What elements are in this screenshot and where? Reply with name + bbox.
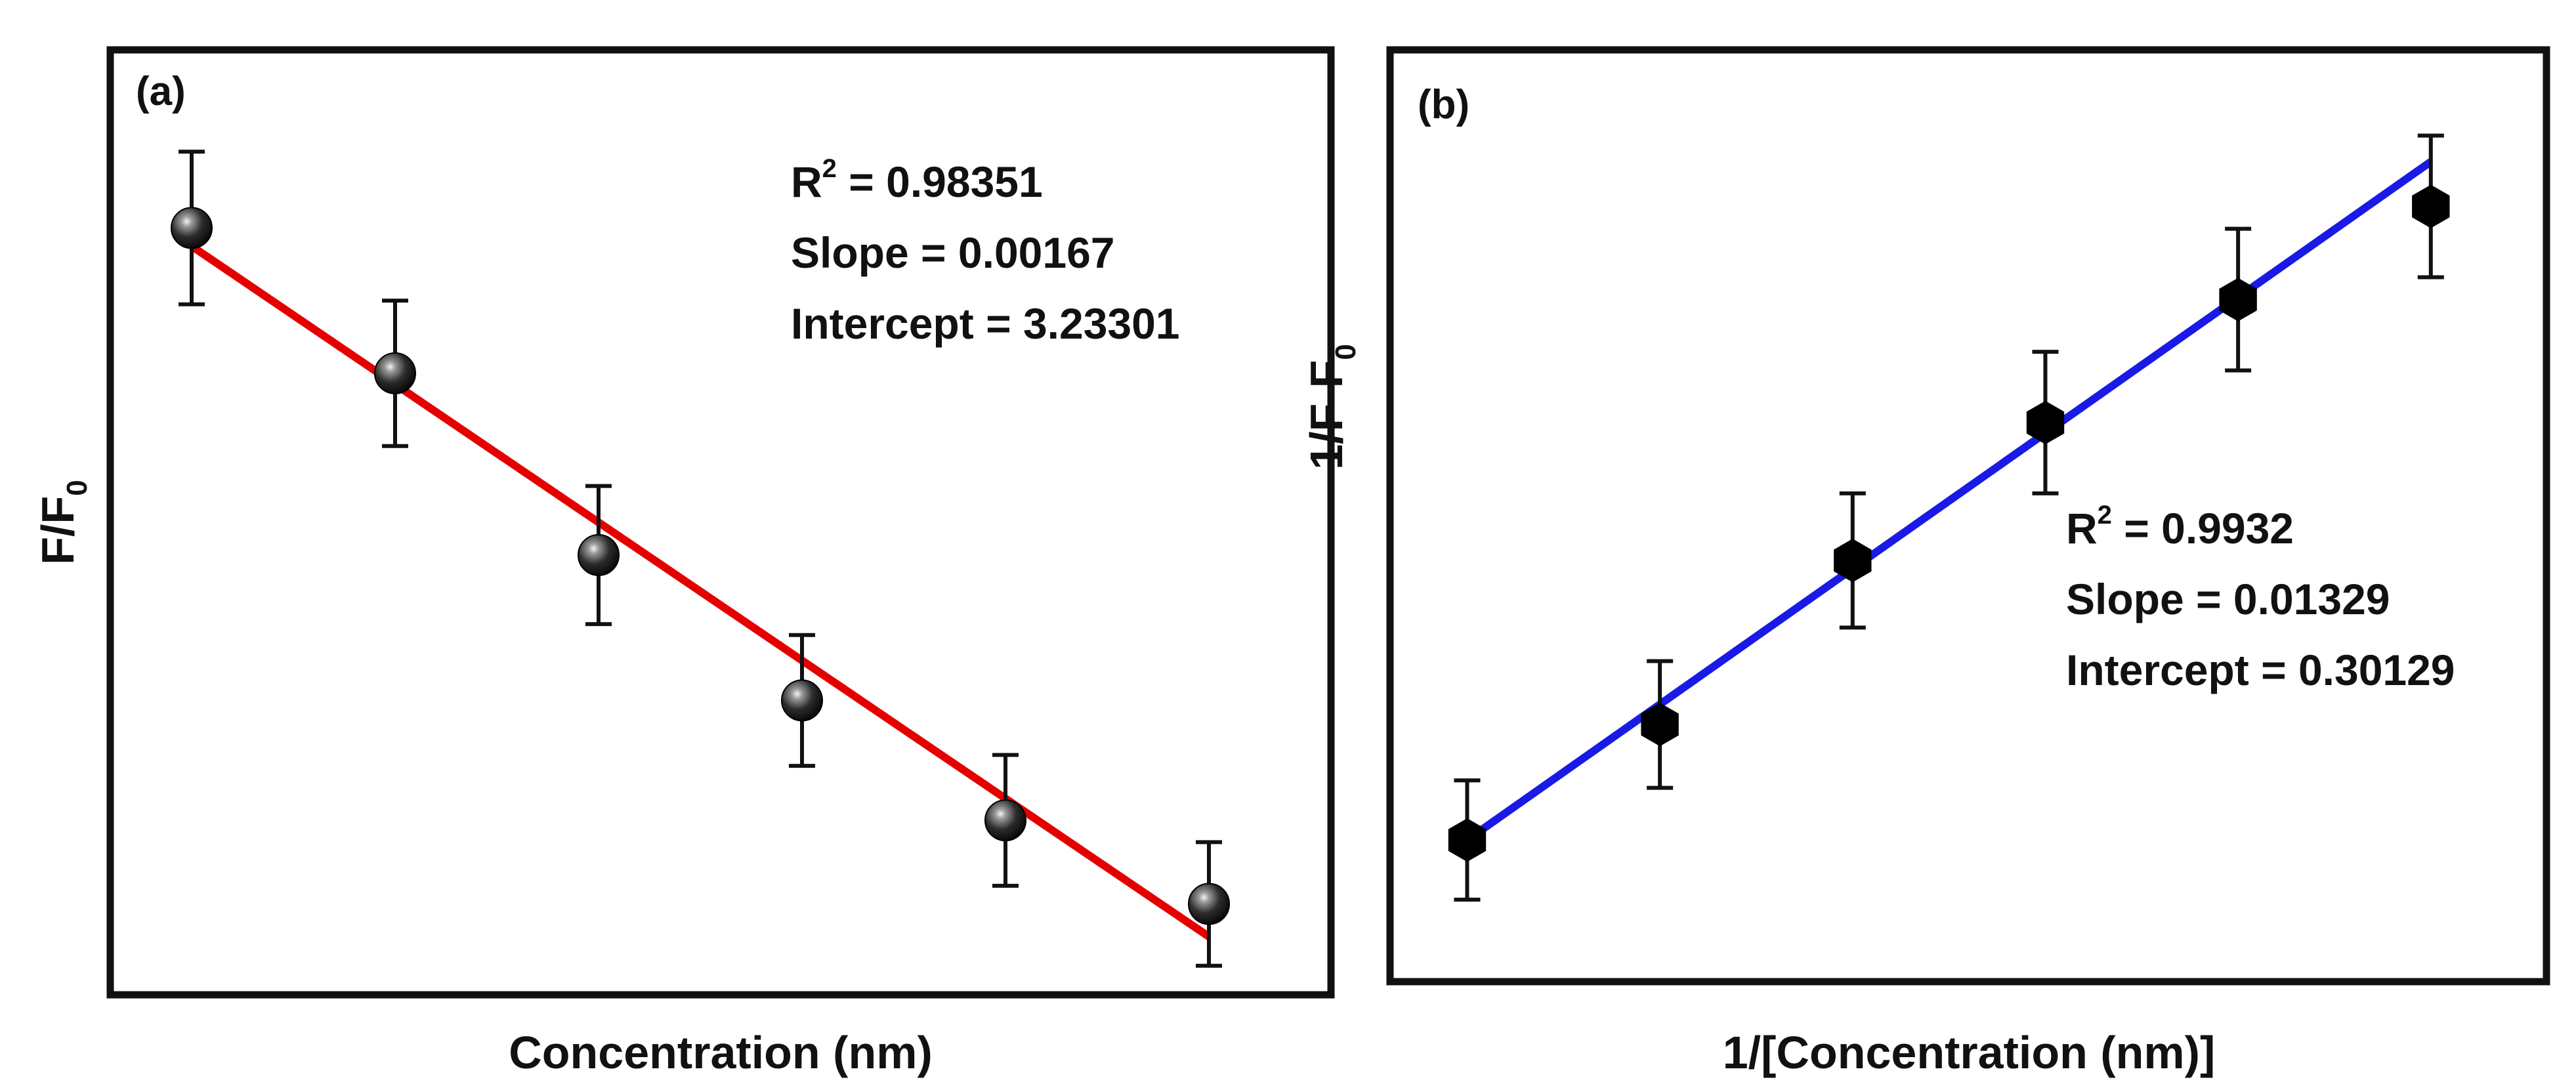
data-point-a-4 [781,679,823,722]
r-squared-a: R2 = 0.98351 [791,154,1043,206]
data-point-a-5 [984,799,1026,842]
data-point-b-3 [1834,539,1872,583]
r-squared-a-value: = 0.98351 [837,157,1043,206]
x-axis-label-b: 1/[Concentration (nm)] [1723,1027,2216,1078]
fit-line-a [189,243,1212,940]
data-point-a-6 [1188,883,1230,925]
y-axis-label-a: F/F0 [32,480,93,564]
intercept-a: Intercept = 3.23301 [791,299,1180,348]
panel-b-marks [1448,133,2450,902]
data-point-b-2 [1641,702,1679,747]
panel-a: (a) R2 = 0.98351 Slope = 0.00167 Interce… [32,46,1335,1078]
data-point-a-1 [171,207,213,249]
r-squared-a-label: R [791,157,822,206]
intercept-b: Intercept = 0.30129 [2066,646,2455,694]
r-squared-b: R2 = 0.9932 [2066,501,2294,553]
data-point-a-3 [578,533,620,576]
data-point-b-6 [2412,184,2450,228]
r-squared-a-sup: 2 [822,154,837,183]
r-squared-b-label: R [2066,504,2098,553]
plot-frame-a [106,46,1335,999]
y-axis-label-b: 1/F-F0 [1301,344,1362,470]
panel-b: (b) R2 = 0.9932 Slope = 0.01329 Intercep… [1301,46,2550,1078]
r-squared-b-value: = 0.9932 [2112,504,2294,553]
data-point-a-2 [374,352,416,394]
fit-line-b [1465,158,2434,844]
y-axis-label-b-main: 1/F-F [1301,360,1352,470]
y-axis-label-a-main: F/F [32,496,83,565]
data-point-b-5 [2219,278,2257,322]
panel-label-b: (b) [1418,82,1469,127]
data-point-b-4 [2026,400,2065,445]
data-point-b-1 [1448,818,1487,862]
y-axis-label-b-sub: 0 [1330,344,1362,360]
slope-a: Slope = 0.00167 [791,228,1115,277]
plot-frame-b [1386,46,2550,986]
x-axis-label-a: Concentration (nm) [509,1027,933,1078]
panel-label-a: (a) [136,69,186,114]
panel-a-marks [171,150,1230,968]
y-axis-label-a-sub: 0 [61,480,93,495]
slope-b: Slope = 0.01329 [2066,575,2390,623]
r-squared-b-sup: 2 [2098,501,2112,530]
